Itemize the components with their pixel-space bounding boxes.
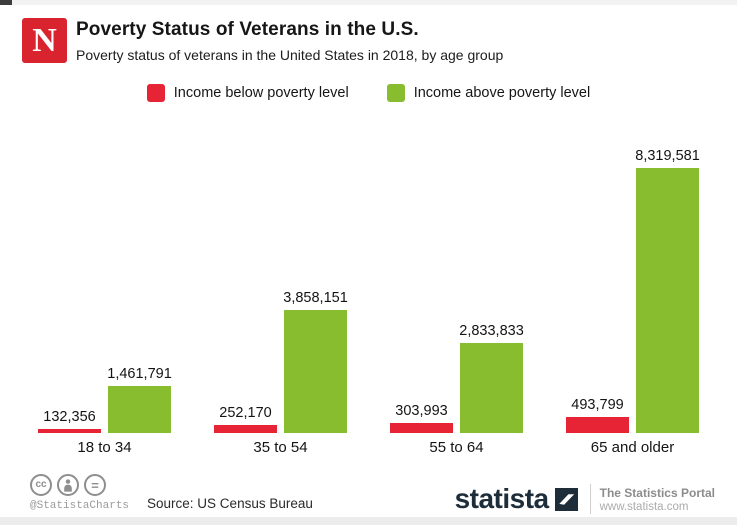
bar-value-label: 2,833,833 <box>459 323 524 339</box>
category-label: 18 to 34 <box>77 439 132 456</box>
bar <box>284 310 347 433</box>
bar-column: 8,319,581 <box>635 148 700 433</box>
equals-icon: = <box>84 474 106 496</box>
bar <box>636 168 699 433</box>
statista-website: www.statista.com <box>599 500 689 513</box>
legend-item-above: Income above poverty level <box>386 84 591 102</box>
bar-column: 1,461,791 <box>107 366 172 433</box>
title-block: Poverty Status of Veterans in the U.S. P… <box>76 18 503 63</box>
legend-label-below: Income below poverty level <box>173 85 349 101</box>
footer-left: cc = @StatistaCharts Source: US Census B… <box>30 472 313 512</box>
bar-value-label: 3,858,151 <box>283 290 348 306</box>
legend-label-above: Income above poverty level <box>413 85 591 101</box>
bar <box>108 386 171 433</box>
statista-wordmark: statista <box>454 483 550 514</box>
legend-swatch-green <box>386 84 405 102</box>
bar <box>214 425 277 433</box>
bar <box>566 417 629 433</box>
legend-item-below: Income below poverty level <box>146 84 349 102</box>
bar <box>38 429 101 433</box>
bar-group: 132,356 1,461,791 18 to 34 <box>38 141 172 456</box>
legend-swatch-red <box>146 84 165 102</box>
footer: cc = @StatistaCharts Source: US Census B… <box>30 472 715 514</box>
bar <box>390 423 453 433</box>
statista-charts-handle: @StatistaCharts <box>30 500 130 512</box>
chart-groups: 132,356 1,461,791 18 to 34 252,170 3,858,151… <box>38 141 700 456</box>
bar-column: 493,799 <box>566 397 629 433</box>
bar-pair: 252,170 3,858,151 <box>214 141 348 433</box>
bar-column: 252,170 <box>214 405 277 433</box>
bar-value-label: 8,319,581 <box>635 148 700 164</box>
person-icon-glyph <box>64 478 72 492</box>
portal-text: The Statistics Portal www.statista.com <box>600 486 715 513</box>
bar-chart: 132,356 1,461,791 18 to 34 252,170 3,858,151… <box>38 141 700 456</box>
bar-column: 3,858,151 <box>283 290 348 433</box>
top-strip <box>0 0 737 5</box>
person-icon <box>57 474 79 496</box>
logo-letter: N <box>32 21 57 59</box>
bar-group: 493,799 8,319,581 65 and older <box>566 141 700 456</box>
bar-group: 252,170 3,858,151 35 to 54 <box>214 141 348 456</box>
category-label: 35 to 54 <box>253 439 308 456</box>
statista-tagline: The Statistics Portal <box>599 485 715 500</box>
header: N Poverty Status of Veterans in the U.S.… <box>22 18 503 63</box>
chart-legend: Income below poverty level Income above … <box>0 84 737 102</box>
category-label: 55 to 64 <box>429 439 484 456</box>
newsweek-logo: N <box>22 18 67 63</box>
bar-value-label: 252,170 <box>219 405 272 421</box>
cc-license-icons: cc = <box>30 474 129 496</box>
page-subtitle: Poverty status of veterans in the United… <box>76 47 504 63</box>
bar-value-label: 1,461,791 <box>107 366 172 382</box>
equals-icon-text: = <box>91 477 99 493</box>
bar-column: 132,356 <box>38 409 101 433</box>
statista-logo-icon <box>554 487 578 511</box>
bar <box>460 343 523 433</box>
bar-pair: 132,356 1,461,791 <box>38 141 172 433</box>
bottom-strip <box>0 517 737 525</box>
corner-artifact <box>0 0 12 5</box>
cc-icon: cc <box>30 474 52 496</box>
bar-pair: 303,993 2,833,833 <box>390 141 524 433</box>
category-label: 65 and older <box>590 439 675 456</box>
bar-group: 303,993 2,833,833 55 to 64 <box>390 141 524 456</box>
page-title: Poverty Status of Veterans in the U.S. <box>76 19 419 40</box>
vertical-divider <box>589 484 591 514</box>
license-block: cc = @StatistaCharts <box>30 472 129 512</box>
bar-column: 2,833,833 <box>459 323 524 433</box>
cc-icon-text: cc <box>35 479 47 490</box>
source-credit: Source: US Census Bureau <box>147 496 313 511</box>
bar-value-label: 303,993 <box>395 403 448 419</box>
bar-column: 303,993 <box>390 403 453 433</box>
statista-brand: statista The Statistics Portal www.stati… <box>455 484 715 514</box>
bar-value-label: 493,799 <box>571 397 624 413</box>
bar-value-label: 132,356 <box>43 409 96 425</box>
bar-pair: 493,799 8,319,581 <box>566 141 700 433</box>
